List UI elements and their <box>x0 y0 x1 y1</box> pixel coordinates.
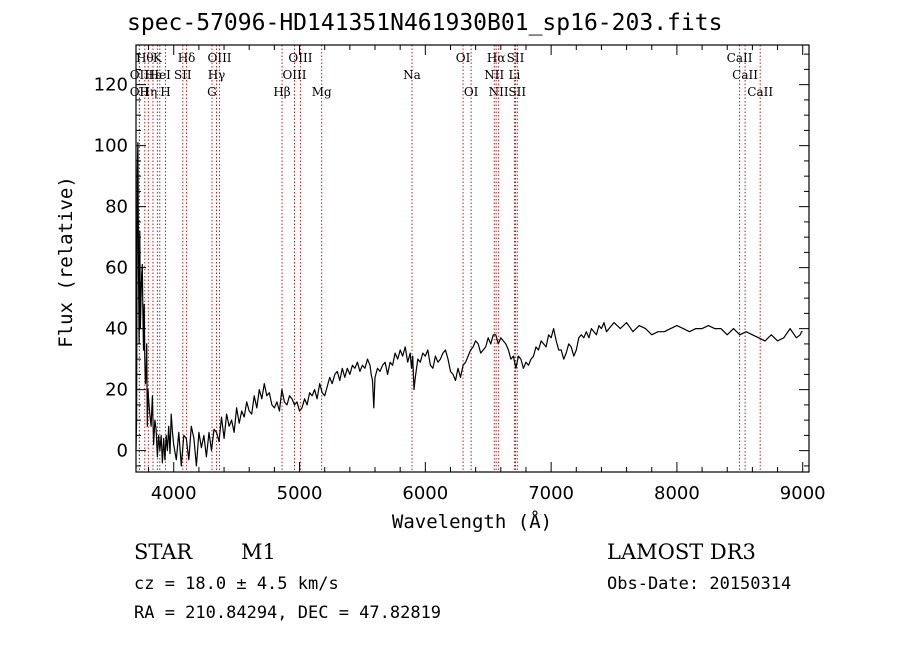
line-marker-label: CaII <box>732 68 758 82</box>
line-marker-label: Hγ <box>208 68 226 82</box>
y-tick-label: 0 <box>117 441 128 462</box>
y-tick-label: 100 <box>94 136 128 157</box>
line-marker-label: OII <box>130 85 150 99</box>
line-marker-label: OIII <box>282 68 306 82</box>
line-marker-label: Hδ <box>178 51 196 65</box>
chart-title: spec-57096-HD141351N461930B01_sp16-203.f… <box>127 10 723 36</box>
x-axis-label: Wavelength (Å) <box>392 510 552 533</box>
spectrum-line <box>135 142 803 467</box>
line-marker-label: Mg <box>312 85 332 99</box>
x-tick-label: 9000 <box>780 483 826 504</box>
line-marker-label: Li <box>508 68 520 82</box>
line-marker-label: NII <box>484 68 504 82</box>
line-marker-label: SII <box>174 68 192 82</box>
line-marker-label: Hβ <box>273 85 290 99</box>
line-marker-label: Hε <box>145 68 162 82</box>
line-marker-label: HeI <box>149 68 172 82</box>
spectrum-series <box>135 142 803 467</box>
line-marker-label: Hα <box>487 51 506 65</box>
x-tick-label: 4000 <box>151 483 197 504</box>
line-marker-label: Hθ <box>136 51 154 65</box>
line-marker-label: OII <box>130 68 150 82</box>
y-tick-label: 80 <box>105 197 128 218</box>
line-marker-label: H <box>160 85 170 99</box>
line-markers <box>138 45 761 472</box>
line-marker-label: SII <box>507 51 525 65</box>
line-marker-label: NII <box>489 85 509 99</box>
object-subclass: M1 <box>241 540 276 564</box>
marker-labels: OII OII Hθ Hη Hε K HeI H SII Hδ G Hγ OIII Hβ OIII OIII M… <box>130 51 774 99</box>
x-tick-label: 8000 <box>654 483 700 504</box>
survey-name: LAMOST DR3 <box>607 540 756 564</box>
y-tick-label: 40 <box>105 319 128 340</box>
line-marker-label: OI <box>464 85 479 99</box>
line-marker-label: OI <box>456 51 471 65</box>
axis-ticks: 4000 5000 6000 7000 8000 9000 0 20 40 60 80 100 120 <box>94 45 826 504</box>
y-tick-label: 60 <box>105 258 128 279</box>
line-marker-label: SII <box>508 85 526 99</box>
plot-frame <box>135 44 810 473</box>
object-class: STAR <box>134 540 193 564</box>
x-tick-label: 6000 <box>402 483 448 504</box>
coordinates: RA = 210.84294, DEC = 47.82819 <box>134 603 442 623</box>
line-marker-label: Hη <box>139 85 157 99</box>
redshift-value: cz = 18.0 ± 4.5 km/s <box>134 574 339 594</box>
y-axis-label: Flux (relative) <box>55 176 77 348</box>
plot-axes <box>135 44 810 473</box>
y-tick-label: 20 <box>105 380 128 401</box>
line-marker-label: CaII <box>727 51 753 65</box>
y-tick-label: 120 <box>94 75 128 96</box>
line-marker-label: CaII <box>747 85 773 99</box>
observation-date: Obs-Date: 20150314 <box>607 574 792 594</box>
line-marker-label: K <box>153 51 163 65</box>
line-marker-label: OIII <box>288 51 312 65</box>
x-tick-label: 7000 <box>528 483 574 504</box>
line-marker-label: G <box>207 85 217 99</box>
line-marker-label: Na <box>403 68 421 82</box>
line-marker-label: OIII <box>207 51 231 65</box>
x-tick-label: 5000 <box>277 483 323 504</box>
